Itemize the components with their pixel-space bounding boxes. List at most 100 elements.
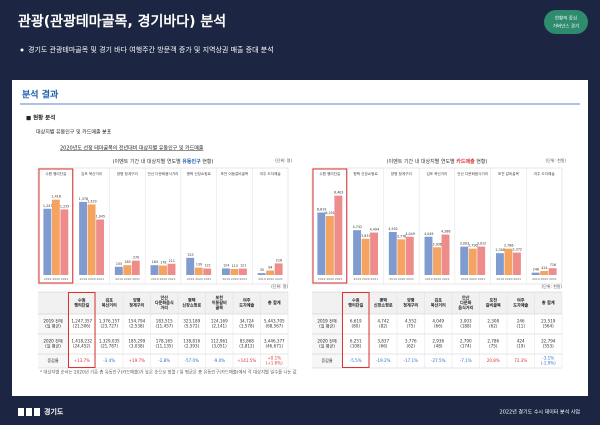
table-text: -27.5% (431, 358, 446, 363)
year-label: 2019 (425, 277, 433, 281)
value-label: 124 (223, 263, 229, 267)
value-label: 1,045 (96, 214, 105, 218)
table-text: 여주 (517, 296, 525, 302)
value-label: 1,376 (79, 197, 88, 201)
value-label: 1,329 (87, 199, 96, 203)
bar (150, 265, 159, 275)
table-text: (46,671) (265, 344, 283, 349)
value-label: 4,049 (424, 232, 433, 236)
group-label: 김포 북산거리 (81, 171, 102, 176)
table-text: +0.1% (267, 355, 281, 360)
table-text: 안산 (160, 294, 168, 300)
value-label: 2,372 (513, 248, 522, 252)
table-text: (일 평균) (319, 323, 335, 329)
section-title: 분석 결과 (22, 89, 59, 101)
table-text: (+1.6%) (266, 361, 283, 366)
bar (79, 201, 88, 275)
bullet-dot (20, 48, 24, 52)
year-label: 2021 (513, 277, 521, 281)
value-label: 2,790 (468, 244, 477, 248)
table-text: (2,538) (129, 324, 144, 329)
year-label: 2021 (275, 277, 283, 281)
table-text: (553) (543, 344, 554, 349)
table-text: (11,457) (155, 324, 173, 329)
year-label: 2021 (132, 277, 140, 281)
table-text: (62) (489, 324, 498, 329)
table-text: 3,446,377 (264, 338, 285, 343)
table-text: (24,452) (73, 344, 91, 349)
table-text: 2020 전체 (317, 337, 336, 343)
group-label: 평택 신장쇼핑로 (353, 171, 378, 176)
value-label: 4,552 (388, 227, 397, 231)
table-text: 154,794 (128, 318, 145, 323)
bar (159, 265, 167, 275)
value-label: 1,418 (51, 195, 60, 199)
bar (460, 246, 469, 275)
table-text: 1,329,035 (99, 338, 120, 343)
value-label: 6,251 (325, 211, 334, 215)
table-text: 72.3% (514, 358, 527, 363)
group-label: 수원 행리단길 (319, 171, 340, 176)
table-text: 2,786 (487, 338, 499, 343)
table-text: -19.2% (376, 358, 391, 363)
chart-title: (이벤트 기간 내 대상지별 연도별 유동인구 현황) (113, 158, 214, 165)
bar (495, 253, 504, 275)
badge (544, 10, 588, 34)
table-text: 갈비골목 (486, 302, 501, 308)
value-label: 4,049 (405, 232, 414, 236)
table-text: -17.1% (404, 358, 419, 363)
table-text: -9.0% (213, 358, 225, 363)
table-text: 행리단길 (348, 302, 363, 308)
value-label: 4,494 (370, 228, 379, 232)
table-text: 185,299 (128, 338, 145, 343)
table-text: 138,816 (183, 338, 200, 343)
value-label: 139 (196, 263, 202, 267)
table-text: (23,727) (100, 324, 118, 329)
table-text: (188) (460, 324, 471, 329)
badge-line: 현황의 중심 (555, 15, 577, 22)
value-label: 155 (116, 262, 122, 266)
group-label: 양평 청계구리 (391, 171, 412, 176)
table-text: 행리단길 (74, 302, 89, 308)
year-label: 2021 (371, 277, 379, 281)
bar (405, 236, 414, 275)
table-text: 도자예술 (239, 302, 254, 308)
table-text: 112,961 (211, 338, 228, 343)
table-text: 83,868 (240, 338, 255, 343)
year-label: 2021 (406, 277, 414, 281)
value-label: 4,286 (441, 230, 450, 234)
table-text: 3,837 (377, 338, 389, 343)
table-text: 246 (517, 318, 525, 323)
bar (43, 208, 52, 275)
table-text: 22,794 (541, 338, 556, 343)
table-text: (11,135) (155, 344, 173, 349)
year-label: 2021 (239, 277, 247, 281)
table-text: 2,308 (487, 318, 499, 323)
year-label: 2020 (159, 277, 167, 281)
table-text: (5,572) (184, 324, 199, 329)
bar (230, 268, 239, 275)
table-text: 총 합계 (542, 299, 555, 305)
table-text: 김포 (434, 296, 442, 302)
bar (361, 238, 370, 275)
bar (96, 219, 105, 275)
table-text: (75) (407, 324, 416, 329)
bar (114, 266, 123, 275)
bar (194, 267, 203, 275)
value-label: 1,247 (43, 204, 52, 208)
value-label: 6,619 (317, 207, 326, 211)
table-text: (564) (543, 324, 554, 329)
table-text: 1,418,232 (71, 338, 92, 343)
subitem: 2020년도 선정 테마골목의 전년대비 대상지별 유동인구 및 카드매출 (60, 145, 204, 152)
bar (238, 268, 247, 275)
group-label: 안산 다문화음식거리 (148, 171, 179, 176)
year-label: 2019 (258, 277, 266, 281)
bar (221, 268, 230, 275)
chart-title-part: 카드매출 (456, 158, 475, 165)
group-label: 안산 다문화음식거리 (457, 171, 488, 176)
table-unit: (단위: 명) (271, 283, 288, 289)
table-text: 여주 (243, 296, 251, 302)
bar (540, 270, 549, 275)
bar (87, 204, 96, 275)
